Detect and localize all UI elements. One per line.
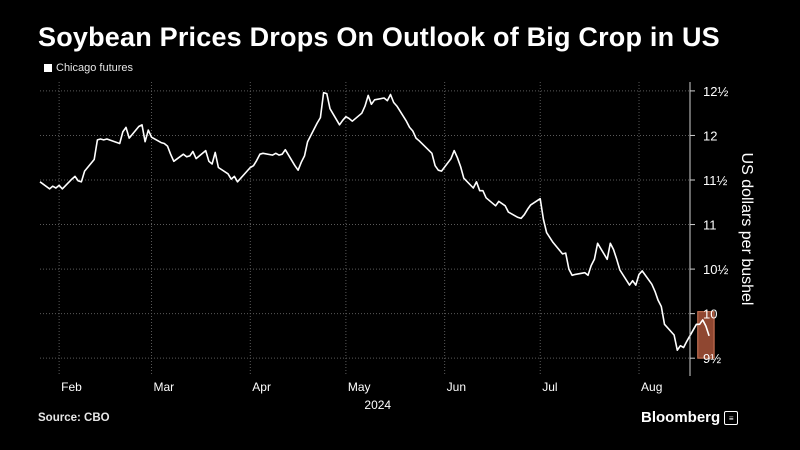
highlight-box <box>697 311 715 359</box>
series-line-chicago-futures <box>39 91 710 351</box>
x-tick-label: Jun <box>447 380 466 394</box>
y-tick-label: 10½ <box>703 262 728 277</box>
grid-lines <box>40 82 690 376</box>
y-tick-labels: 9½ 10 10½ 11 11½ 12 12½ <box>690 84 728 366</box>
y-tick-label: 11½ <box>703 173 727 188</box>
brand-logo: Bloomberg ≡ <box>641 409 739 426</box>
legend: Chicago futures <box>44 62 133 74</box>
source-note: Source: CBO <box>38 412 110 424</box>
y-tick-label: 12½ <box>703 84 728 99</box>
y-tick-label: 11 <box>703 218 717 233</box>
x-axis-year-label: 2024 <box>364 398 391 412</box>
x-tick-label: Apr <box>252 380 271 394</box>
x-tick-label: Jul <box>542 380 557 394</box>
chart-title: Soybean Prices Drops On Outlook of Big C… <box>38 22 720 52</box>
legend-label: Chicago futures <box>56 62 134 74</box>
brand-icon: ≡ <box>724 410 739 425</box>
legend-swatch <box>44 64 52 72</box>
y-tick-label: 10 <box>703 307 717 322</box>
brand-name: Bloomberg <box>641 409 721 426</box>
x-tick-labels: Feb Mar Apr May Jun Jul Aug <box>61 380 662 394</box>
x-tick-label: May <box>348 380 371 394</box>
y-axis-label: US dollars per bushel <box>738 153 755 306</box>
x-tick-label: Mar <box>154 380 175 394</box>
y-tick-label: 12 <box>703 128 717 143</box>
x-tick-label: Feb <box>61 380 82 394</box>
x-tick-label: Aug <box>641 380 662 394</box>
y-tick-label: 9½ <box>703 351 721 366</box>
